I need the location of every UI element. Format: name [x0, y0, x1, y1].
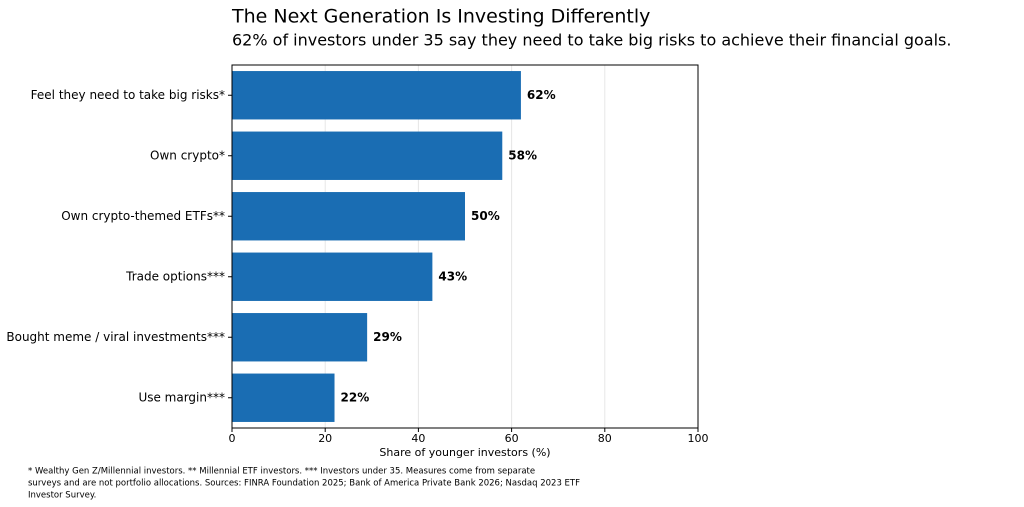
x-tick-label: 0 — [229, 432, 236, 445]
chart-subtitle: 62% of investors under 35 say they need … — [232, 31, 951, 50]
y-tick-label: Own crypto-themed ETFs** — [61, 209, 225, 223]
y-tick-label: Feel they need to take big risks* — [31, 88, 225, 102]
y-tick-label: Bought meme / viral investments*** — [6, 330, 225, 344]
value-label: 43% — [438, 269, 467, 283]
bar — [232, 71, 521, 120]
value-label: 58% — [508, 148, 537, 162]
value-label: 62% — [527, 88, 556, 102]
y-tick-label: Use margin*** — [138, 390, 225, 404]
footnote: surveys and are not portfolio allocation… — [28, 479, 580, 489]
footnote: * Wealthy Gen Z/Millennial investors. **… — [28, 467, 535, 477]
x-tick-label: 100 — [688, 432, 709, 445]
x-axis-label: Share of younger investors (%) — [379, 446, 550, 459]
plot-frame — [231, 64, 699, 429]
footnote: Investor Survey. — [28, 491, 96, 501]
value-label: 29% — [373, 330, 402, 344]
y-tick-label: Trade options*** — [125, 269, 225, 283]
value-label: 50% — [471, 209, 500, 223]
bar — [232, 252, 433, 301]
bar — [232, 313, 368, 362]
bar — [232, 373, 335, 422]
chart-title: The Next Generation Is Investing Differe… — [231, 6, 650, 28]
bar — [232, 131, 503, 180]
x-tick-label: 80 — [598, 432, 612, 445]
y-tick-label: Own crypto* — [150, 148, 225, 162]
bar — [232, 192, 465, 241]
x-tick-label: 40 — [411, 432, 425, 445]
x-tick-label: 60 — [505, 432, 519, 445]
value-label: 22% — [341, 390, 370, 404]
x-tick-label: 20 — [318, 432, 332, 445]
